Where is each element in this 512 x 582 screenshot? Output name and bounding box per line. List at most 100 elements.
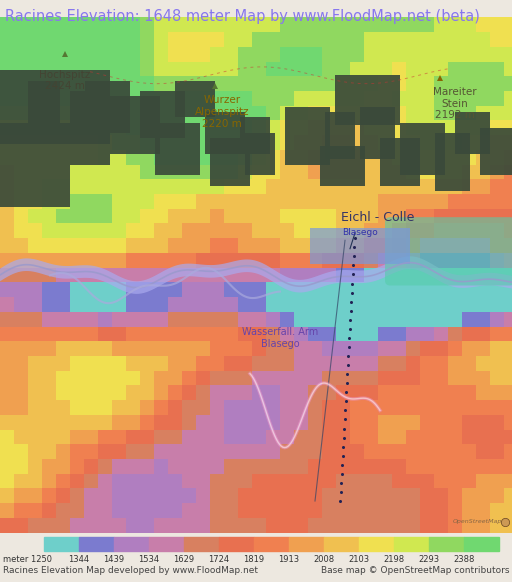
Bar xyxy=(14,385,28,400)
Bar xyxy=(476,312,490,327)
Bar xyxy=(364,459,378,474)
Bar xyxy=(0,474,14,488)
Bar xyxy=(280,238,294,253)
Bar xyxy=(84,371,98,385)
Bar xyxy=(14,312,28,327)
Bar xyxy=(84,179,98,194)
Bar xyxy=(126,400,140,415)
Bar xyxy=(210,385,224,400)
Bar xyxy=(0,223,14,238)
Bar xyxy=(378,327,392,341)
Bar xyxy=(182,17,196,32)
Bar xyxy=(392,488,406,503)
Bar xyxy=(56,282,70,297)
Bar xyxy=(112,179,126,194)
Bar xyxy=(308,400,322,415)
Bar xyxy=(28,91,42,106)
Bar xyxy=(476,518,490,533)
Bar xyxy=(112,341,126,356)
Bar xyxy=(392,253,406,268)
Bar xyxy=(350,135,364,150)
Bar xyxy=(210,459,224,474)
Bar xyxy=(168,165,182,179)
Bar xyxy=(168,341,182,356)
Bar xyxy=(336,327,350,341)
Bar xyxy=(154,194,168,209)
FancyBboxPatch shape xyxy=(385,217,512,286)
Bar xyxy=(126,91,140,106)
Bar xyxy=(504,297,512,312)
Bar xyxy=(168,268,182,282)
Bar xyxy=(462,47,476,62)
Bar xyxy=(28,430,42,444)
Bar xyxy=(364,488,378,503)
Bar xyxy=(98,17,112,32)
Bar xyxy=(154,91,168,106)
Bar xyxy=(98,268,112,282)
Bar xyxy=(294,341,308,356)
Bar xyxy=(154,223,168,238)
Bar xyxy=(98,400,112,415)
Bar xyxy=(336,430,350,444)
Text: Racines Elevation Map developed by www.FloodMap.net: Racines Elevation Map developed by www.F… xyxy=(3,566,258,574)
Bar xyxy=(140,223,154,238)
Bar xyxy=(336,32,350,47)
Bar xyxy=(126,62,140,76)
Bar xyxy=(364,503,378,518)
Bar xyxy=(434,474,448,488)
Bar xyxy=(154,3,168,17)
Bar xyxy=(406,194,420,209)
Bar xyxy=(308,150,322,165)
Bar xyxy=(112,32,126,47)
Bar xyxy=(98,3,112,17)
Bar xyxy=(28,400,42,415)
Bar xyxy=(98,62,112,76)
Bar xyxy=(182,76,196,91)
Bar xyxy=(154,385,168,400)
Bar xyxy=(98,488,112,503)
Bar xyxy=(252,3,266,17)
Bar xyxy=(56,91,70,106)
Bar xyxy=(350,341,364,356)
Bar xyxy=(252,179,266,194)
Bar xyxy=(392,356,406,371)
Bar xyxy=(14,62,28,76)
Bar xyxy=(182,430,196,444)
Bar xyxy=(434,400,448,415)
Bar xyxy=(280,253,294,268)
Bar xyxy=(434,47,448,62)
Bar xyxy=(364,474,378,488)
Bar xyxy=(126,165,140,179)
Bar xyxy=(406,488,420,503)
Bar xyxy=(350,312,364,327)
Bar xyxy=(224,17,238,32)
Bar xyxy=(182,327,196,341)
Bar xyxy=(84,209,98,223)
Bar xyxy=(85,80,130,133)
Bar xyxy=(14,444,28,459)
Bar xyxy=(42,400,56,415)
Bar xyxy=(154,297,168,312)
Bar xyxy=(210,400,224,415)
Bar xyxy=(378,341,392,356)
Bar xyxy=(476,459,490,474)
Bar xyxy=(322,253,336,268)
Bar xyxy=(224,106,238,120)
Bar xyxy=(56,106,70,120)
Bar xyxy=(434,194,448,209)
Bar xyxy=(140,327,154,341)
Bar xyxy=(42,32,56,47)
Bar xyxy=(126,385,140,400)
Bar xyxy=(56,179,70,194)
Text: Wurzer
Alpenspitz
2220 m: Wurzer Alpenspitz 2220 m xyxy=(195,95,249,129)
Bar xyxy=(168,150,182,165)
Bar xyxy=(266,106,280,120)
Bar xyxy=(266,488,280,503)
Bar xyxy=(325,112,355,159)
Bar xyxy=(196,430,210,444)
Bar xyxy=(210,371,224,385)
Bar xyxy=(252,430,266,444)
Bar xyxy=(28,80,60,123)
Bar xyxy=(504,282,512,297)
Bar xyxy=(378,415,392,430)
